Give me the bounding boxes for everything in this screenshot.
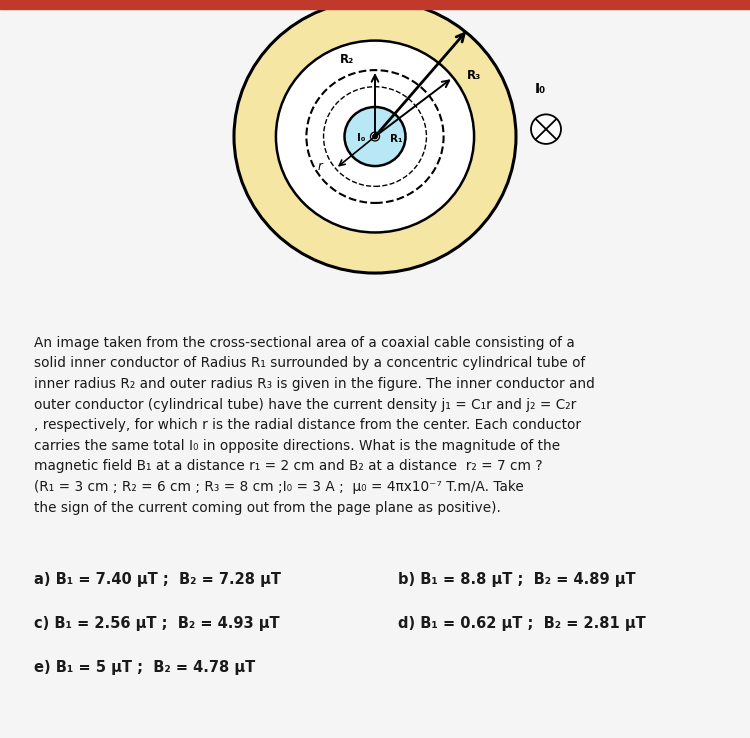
Ellipse shape: [344, 107, 406, 166]
Text: An image taken from the cross-sectional area of a coaxial cable consisting of a
: An image taken from the cross-sectional …: [34, 336, 595, 514]
Text: c) B₁ = 2.56 μT ;  B₂ = 4.93 μT: c) B₁ = 2.56 μT ; B₂ = 4.93 μT: [34, 616, 279, 631]
Text: b) B₁ = 8.8 μT ;  B₂ = 4.89 μT: b) B₁ = 8.8 μT ; B₂ = 4.89 μT: [398, 572, 635, 587]
Text: e) B₁ = 5 μT ;  B₂ = 4.78 μT: e) B₁ = 5 μT ; B₂ = 4.78 μT: [34, 661, 255, 675]
Bar: [0, 0, 750, 9]
Circle shape: [373, 134, 377, 139]
Text: I₀: I₀: [535, 82, 546, 95]
Text: r: r: [317, 160, 322, 173]
Circle shape: [370, 132, 380, 141]
Circle shape: [531, 114, 561, 144]
Ellipse shape: [307, 70, 443, 203]
Text: a) B₁ = 7.40 μT ;  B₂ = 7.28 μT: a) B₁ = 7.40 μT ; B₂ = 7.28 μT: [34, 572, 280, 587]
Text: R₁: R₁: [390, 134, 403, 145]
Text: R₂: R₂: [340, 53, 354, 66]
Text: R₃: R₃: [466, 69, 481, 83]
Ellipse shape: [276, 41, 474, 232]
Text: d) B₁ = 0.62 μT ;  B₂ = 2.81 μT: d) B₁ = 0.62 μT ; B₂ = 2.81 μT: [398, 616, 645, 631]
Ellipse shape: [234, 0, 516, 273]
Text: I₀: I₀: [357, 133, 366, 143]
Ellipse shape: [234, 0, 516, 273]
